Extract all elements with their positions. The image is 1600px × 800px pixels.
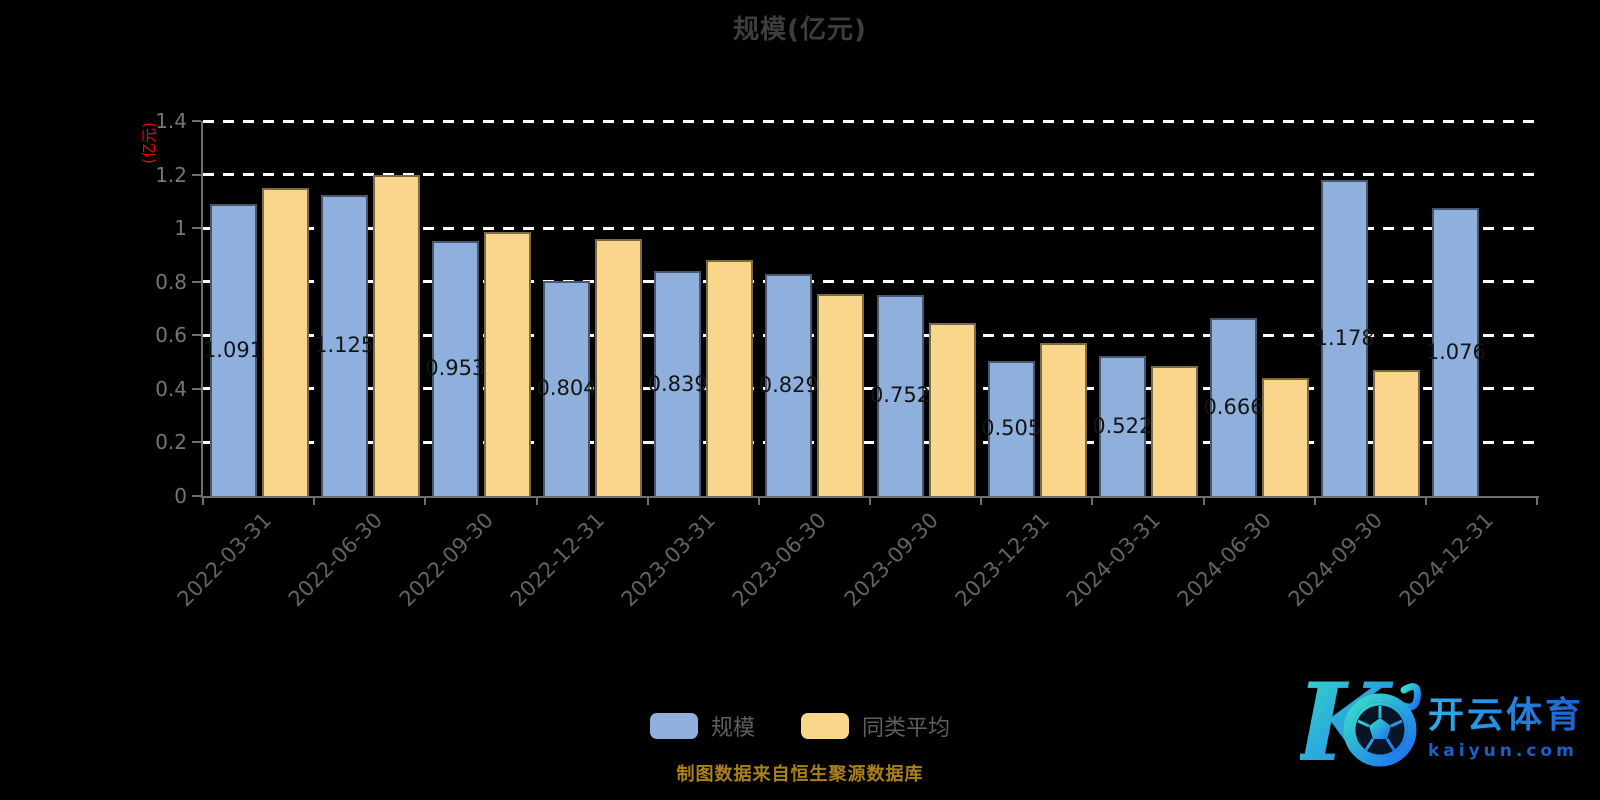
bar-peer-average xyxy=(483,232,531,496)
bar-scale xyxy=(1321,180,1369,496)
legend-label-peer-average: 同类平均 xyxy=(862,716,951,741)
y-axis-tick-label: 0.6 xyxy=(155,323,187,348)
y-axis-tick xyxy=(192,173,201,176)
x-axis-tick xyxy=(869,498,871,505)
grid-line xyxy=(203,440,1537,444)
legend-item-scale[interactable]: 规模 xyxy=(649,710,755,742)
kaiyun-logo[interactable]: K 开云体育 kaiyun.com xyxy=(1300,664,1584,782)
bar-scale xyxy=(320,194,368,496)
grid-line xyxy=(203,333,1537,337)
bar-value-label: 0.839 xyxy=(647,371,708,396)
grid-line xyxy=(203,173,1537,177)
plot-area: 0 0.2 0.4 0.6 0.8 1 1.2 1.4 1.091 2022-03-31 1.125… xyxy=(155,109,1539,611)
y-axis-tick-label: 0.8 xyxy=(155,269,187,294)
logo-ring xyxy=(1343,693,1417,767)
x-axis-tick xyxy=(202,498,204,505)
kaiyun-logo-emblem: K xyxy=(1300,664,1421,782)
bar-value-label: 0.666 xyxy=(1203,394,1264,419)
y-axis-tick-label: 0 xyxy=(174,484,187,508)
y-axis-tick-label: 1.4 xyxy=(155,109,187,133)
x-axis-tick xyxy=(1091,498,1094,505)
y-axis-tick xyxy=(192,441,201,444)
data-source-note: 制图数据来自恒生聚源数据库 xyxy=(676,764,924,785)
bar-scale xyxy=(654,271,702,496)
bar-peer-average xyxy=(1039,343,1087,496)
y-axis-tick xyxy=(192,280,201,283)
bar-peer-average xyxy=(817,293,865,496)
y-axis-tick xyxy=(192,495,201,497)
y-axis-tick xyxy=(192,120,201,122)
y-axis-tick xyxy=(192,227,201,230)
chart-title: 规模(亿元) xyxy=(733,15,867,45)
x-axis-tick xyxy=(1202,498,1205,505)
bar-value-label: 1.178 xyxy=(1314,326,1375,351)
y-axis-tick xyxy=(192,387,201,390)
legend-swatch-peer-average xyxy=(801,713,849,739)
y-axis-tick-label: 1 xyxy=(174,216,187,241)
x-axis-tick xyxy=(1313,498,1316,505)
bar-scale xyxy=(1432,207,1480,496)
bar-peer-average xyxy=(1262,378,1309,496)
x-axis-tick xyxy=(1536,498,1538,505)
bar-peer-average xyxy=(1373,370,1421,496)
legend-item-peer-average[interactable]: 同类平均 xyxy=(801,710,950,742)
bar-value-label: 1.125 xyxy=(314,333,375,358)
y-axis-tick-label: 0.2 xyxy=(155,430,187,455)
kaiyun-domain: kaiyun.com xyxy=(1427,740,1578,761)
y-axis-tick xyxy=(192,334,201,337)
x-axis-tick xyxy=(646,498,649,505)
grid-line xyxy=(203,119,1537,123)
bar-scale xyxy=(1210,317,1257,496)
grid-line xyxy=(203,387,1537,391)
bar-scale xyxy=(765,273,813,496)
kaiyun-brand-name: 开云体育 xyxy=(1428,686,1584,738)
bar-value-label: 0.953 xyxy=(425,356,486,381)
bar-scale xyxy=(209,203,257,496)
bar-value-label: 1.076 xyxy=(1425,339,1486,364)
bar-value-label: 0.505 xyxy=(981,416,1042,441)
bar-peer-average xyxy=(706,260,754,496)
bar-peer-average xyxy=(1150,366,1198,496)
x-axis-tick xyxy=(424,498,427,505)
legend: 规模 同类平均 xyxy=(0,710,1600,742)
bar-value-label: 0.522 xyxy=(1092,414,1153,439)
bar-value-label: 0.829 xyxy=(758,372,819,397)
x-axis-tick xyxy=(313,498,316,505)
x-axis-line xyxy=(201,496,1539,498)
bar-scale xyxy=(1098,356,1146,496)
bar-peer-average xyxy=(261,187,309,496)
bar-scale xyxy=(543,280,590,496)
y-axis-tick-label: 1.2 xyxy=(155,162,187,187)
bar-peer-average xyxy=(595,238,642,496)
bar-peer-average xyxy=(372,174,420,496)
y-axis-tick-label: 0.4 xyxy=(155,376,187,401)
logo-swirl xyxy=(1400,683,1421,711)
legend-swatch-scale xyxy=(649,713,698,739)
x-axis-tick xyxy=(535,498,538,505)
x-axis-tick xyxy=(757,498,760,505)
legend-label-scale: 规模 xyxy=(710,716,755,741)
bar-peer-average xyxy=(928,323,976,496)
bar-value-label: 0.804 xyxy=(536,376,597,401)
bar-value-label: 0.752 xyxy=(869,383,931,408)
x-axis-tick xyxy=(980,498,983,505)
y-axis-line xyxy=(201,121,203,498)
kaiyun-logo-text: 开云体育 kaiyun.com xyxy=(1428,686,1584,761)
bar-scale xyxy=(987,360,1035,496)
x-axis-tick xyxy=(1424,498,1427,505)
grid-line xyxy=(203,226,1537,230)
grid-line xyxy=(203,280,1537,284)
bar-scale xyxy=(431,240,479,496)
bar-value-label: 1.091 xyxy=(202,337,264,362)
bar-scale xyxy=(876,294,924,496)
